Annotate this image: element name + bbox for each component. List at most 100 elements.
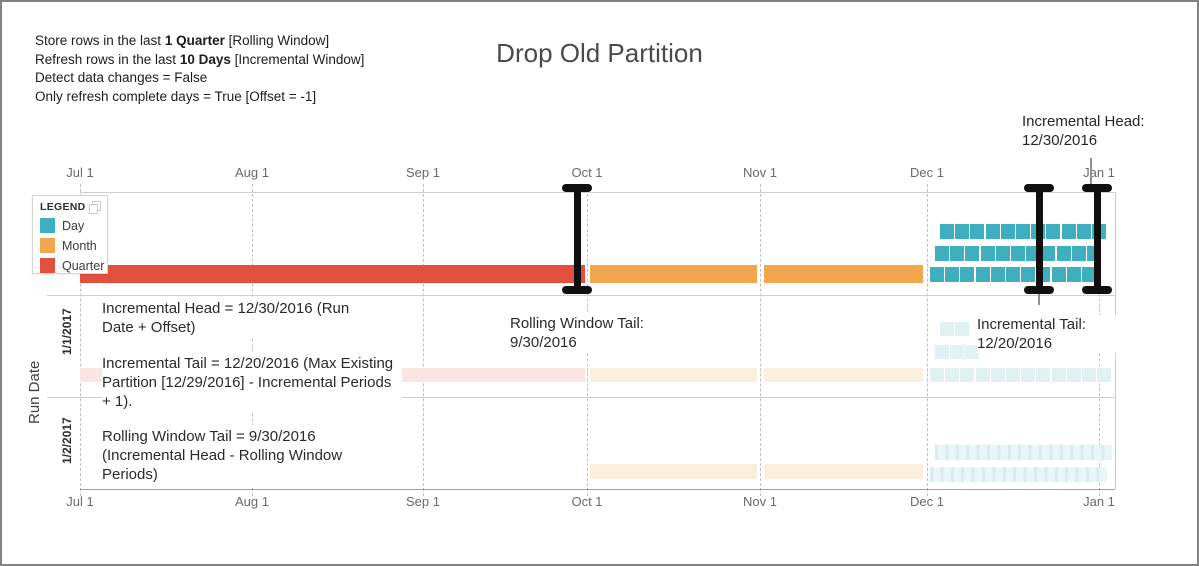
- marker-i-beam: [1082, 184, 1112, 294]
- config-bold-text: 10 Days: [179, 51, 231, 67]
- quarter-swatch: [40, 258, 55, 273]
- annotation-incremental-head: Incremental Head = 12/30/2016 (Run Date …: [102, 297, 354, 339]
- legend-item-quarter[interactable]: Quarter: [40, 258, 104, 273]
- plot-top-border: [80, 192, 1115, 193]
- day-square[interactable]: [975, 267, 990, 282]
- day-square[interactable]: [945, 368, 960, 382]
- day-square[interactable]: [960, 267, 975, 282]
- day-partition-strip[interactable]: [935, 445, 1112, 460]
- day-square[interactable]: [1051, 267, 1066, 282]
- day-square[interactable]: [1082, 368, 1096, 382]
- legend-item-label: Month: [62, 238, 97, 253]
- x-tick-label-bottom: Sep 1: [406, 494, 440, 509]
- day-square[interactable]: [955, 224, 970, 239]
- x-tick-label-top: Oct 1: [571, 165, 603, 180]
- day-square[interactable]: [1021, 368, 1036, 382]
- day-square[interactable]: [970, 224, 985, 239]
- month-bar[interactable]: [590, 368, 757, 382]
- month-gridline: [80, 184, 81, 496]
- config-line: Refresh rows in the last 10 Days [Increm…: [35, 51, 364, 70]
- day-square[interactable]: [990, 368, 1005, 382]
- day-square[interactable]: [975, 368, 990, 382]
- day-square[interactable]: [935, 345, 949, 359]
- quarter-bar[interactable]: [80, 265, 585, 283]
- legend-title: LEGEND: [40, 201, 86, 213]
- month-bar[interactable]: [764, 464, 923, 479]
- run-date-category-1: 1/1/2017: [60, 308, 74, 356]
- x-tick-label-top: Dec 1: [910, 165, 944, 180]
- legend-item-month[interactable]: Month: [40, 238, 101, 253]
- day-square[interactable]: [1056, 246, 1071, 261]
- day-square[interactable]: [995, 246, 1010, 261]
- x-tick-label-bottom: Oct 1: [571, 494, 603, 509]
- x-tick-label-bottom: Nov 1: [743, 494, 777, 509]
- month-gridline: [760, 184, 761, 496]
- day-square[interactable]: [940, 224, 954, 239]
- day-square[interactable]: [980, 246, 995, 261]
- x-tick-label-top: Sep 1: [406, 165, 440, 180]
- day-square[interactable]: [1097, 368, 1112, 382]
- config-bold-text: 1 Quarter: [164, 33, 225, 48]
- day-square[interactable]: [940, 322, 954, 336]
- day-square[interactable]: [1066, 267, 1081, 282]
- x-tick-label-bottom: Aug 1: [235, 494, 269, 509]
- day-square[interactable]: [1046, 224, 1061, 239]
- rolling-window-tail-title: Rolling Window Tail:: [510, 315, 644, 332]
- day-square[interactable]: [990, 267, 1005, 282]
- incremental-tail-refline: [1038, 294, 1040, 305]
- day-square[interactable]: [1041, 246, 1056, 261]
- incremental-tail-marker-label: Incremental Tail: 12/20/2016: [977, 315, 1117, 353]
- annotation-incremental-tail: Incremental Tail = 12/20/2016 (Max Exist…: [102, 352, 402, 413]
- day-square[interactable]: [1066, 368, 1081, 382]
- day-square[interactable]: [955, 322, 970, 336]
- x-tick-label-bottom: Jan 1: [1083, 494, 1115, 509]
- config-text: Store rows in the last: [35, 33, 165, 48]
- day-square[interactable]: [1082, 267, 1096, 282]
- x-axis-line: [80, 489, 1115, 490]
- x-tick-label-bottom: Dec 1: [910, 494, 944, 509]
- day-square[interactable]: [1021, 267, 1036, 282]
- day-swatch: [40, 218, 55, 233]
- day-square[interactable]: [1076, 224, 1091, 239]
- month-bar[interactable]: [764, 265, 923, 283]
- x-tick-label-top: Jul 1: [66, 165, 94, 180]
- day-square[interactable]: [1006, 267, 1020, 282]
- incremental-tail-title: Incremental Tail:: [977, 316, 1086, 333]
- config-text: Only refresh complete days = True [Offse…: [35, 88, 317, 104]
- config-line: Store rows in the last 1 Quarter [Rollin…: [35, 32, 364, 51]
- day-square[interactable]: [985, 224, 1000, 239]
- legend-item-day[interactable]: Day: [40, 218, 101, 233]
- rolling-window-tail-marker-label: Rolling Window Tail: 9/30/2016: [510, 314, 685, 352]
- legend: LEGEND Day Month Quarter: [32, 195, 108, 274]
- day-square[interactable]: [1006, 368, 1020, 382]
- day-square[interactable]: [930, 267, 944, 282]
- copy-icon[interactable]: [89, 201, 101, 214]
- month-bar[interactable]: [764, 368, 923, 382]
- day-square[interactable]: [960, 368, 975, 382]
- day-square[interactable]: [935, 246, 949, 261]
- month-gridline: [927, 184, 928, 496]
- day-square[interactable]: [1051, 368, 1066, 382]
- day-square[interactable]: [1036, 368, 1051, 382]
- day-square[interactable]: [930, 368, 944, 382]
- day-square[interactable]: [1011, 246, 1025, 261]
- month-bar[interactable]: [590, 265, 757, 283]
- day-partition-strip[interactable]: [930, 467, 1107, 482]
- incremental-head-label: Incremental Head: 12/30/2016: [1022, 112, 1145, 150]
- incremental-head-value: 12/30/2016: [1022, 132, 1098, 149]
- day-square[interactable]: [945, 267, 960, 282]
- day-square[interactable]: [1016, 224, 1030, 239]
- month-bar[interactable]: [590, 464, 757, 479]
- day-square[interactable]: [1000, 224, 1015, 239]
- day-square[interactable]: [1071, 246, 1086, 261]
- x-tick-label-top: Jan 1: [1083, 165, 1115, 180]
- day-square[interactable]: [965, 345, 980, 359]
- day-square[interactable]: [1061, 224, 1076, 239]
- config-line: Detect data changes = False: [35, 69, 364, 88]
- day-square[interactable]: [965, 246, 980, 261]
- config-text: [Rolling Window]: [224, 33, 330, 48]
- day-square[interactable]: [950, 246, 965, 261]
- marker-i-beam: [562, 184, 592, 294]
- day-square[interactable]: [950, 345, 965, 359]
- run-date-axis-title: Run Date: [26, 360, 43, 424]
